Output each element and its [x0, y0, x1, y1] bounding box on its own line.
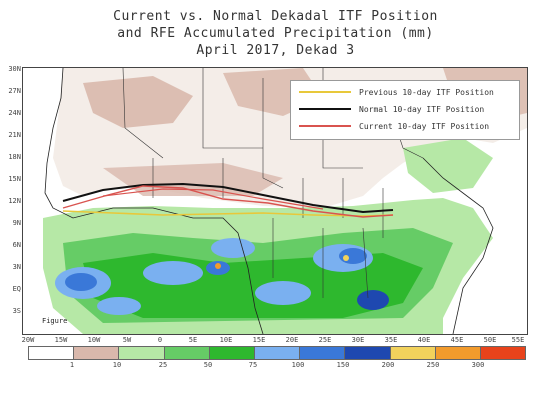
- y-tick: 12N: [8, 197, 21, 205]
- colorbar-label: 75: [248, 361, 258, 369]
- x-tick: 0: [157, 336, 163, 344]
- figure-label: Figure: [42, 317, 68, 325]
- colorbar-label: 200: [381, 361, 395, 369]
- legend-item-current: Current 10-day ITF Position: [299, 120, 489, 132]
- colorbar-swatch: [74, 347, 120, 359]
- x-tick: 5E: [188, 336, 198, 344]
- colorbar-swatch: [300, 347, 346, 359]
- y-tick: 3N: [12, 263, 21, 271]
- colorbar-label: 10: [112, 361, 122, 369]
- y-tick: 6N: [12, 241, 21, 249]
- x-tick: 15E: [252, 336, 266, 344]
- x-tick: 20E: [285, 336, 299, 344]
- colorbar-label: 150: [336, 361, 350, 369]
- x-tick: 5W: [122, 336, 132, 344]
- y-tick: 24N: [8, 109, 21, 117]
- legend-label: Normal 10-day ITF Position: [359, 104, 485, 114]
- map-title-line3: April 2017, Dekad 3: [196, 43, 355, 58]
- colorbar-label: 50: [203, 361, 213, 369]
- colorbar-label: 25: [158, 361, 168, 369]
- x-tick: 55E: [511, 336, 525, 344]
- map-title-line1: Current vs. Normal Dekadal ITF Position: [113, 9, 438, 24]
- precip-colorbar: [28, 346, 526, 360]
- colorbar-swatch: [164, 347, 210, 359]
- itf-legend: Previous 10-day ITF Position Normal 10-d…: [290, 80, 520, 140]
- y-tick: EQ: [12, 285, 21, 293]
- x-tick: 40E: [417, 336, 431, 344]
- x-tick: 15W: [54, 336, 68, 344]
- map-title-line2: and RFE Accumulated Precipitation (mm): [117, 26, 434, 41]
- x-tick: 30E: [351, 336, 365, 344]
- colorbar-swatch: [209, 347, 255, 359]
- colorbar-label: 1: [69, 361, 75, 369]
- legend-item-normal: Normal 10-day ITF Position: [299, 103, 484, 115]
- legend-swatch: [299, 108, 351, 110]
- y-tick: 30N: [8, 65, 21, 73]
- y-tick: 21N: [8, 131, 21, 139]
- y-tick: 18N: [8, 153, 21, 161]
- y-tick: 9N: [12, 219, 21, 227]
- x-tick: 45E: [450, 336, 464, 344]
- y-tick: 27N: [8, 87, 21, 95]
- country-borders: [122, 68, 424, 299]
- legend-label: Previous 10-day ITF Position: [359, 87, 494, 97]
- colorbar-label: 300: [471, 361, 485, 369]
- colorbar-swatch: [254, 347, 301, 359]
- legend-label: Current 10-day ITF Position: [359, 121, 490, 131]
- y-tick: 15N: [8, 175, 21, 183]
- legend-item-previous: Previous 10-day ITF Position: [299, 86, 494, 98]
- x-tick: 25E: [318, 336, 332, 344]
- colorbar-swatch: [119, 347, 165, 359]
- normal-itf-line: [62, 182, 394, 214]
- colorbar-swatch: [345, 347, 391, 359]
- legend-swatch: [299, 91, 351, 93]
- colorbar-label: 100: [291, 361, 305, 369]
- africa-coastline: [44, 68, 264, 334]
- y-tick: 3S: [12, 307, 21, 315]
- current-itf-line: [62, 185, 394, 218]
- colorbar-swatch: [29, 347, 75, 359]
- x-tick: 50E: [483, 336, 497, 344]
- x-tick: 10W: [87, 336, 101, 344]
- colorbar-swatch: [480, 347, 526, 359]
- x-tick: 10E: [219, 336, 233, 344]
- x-tick: 20W: [21, 336, 35, 344]
- legend-swatch: [299, 125, 351, 127]
- colorbar-swatch: [390, 347, 436, 359]
- x-tick: 35E: [384, 336, 398, 344]
- colorbar-swatch: [435, 347, 481, 359]
- colorbar-label: 250: [426, 361, 440, 369]
